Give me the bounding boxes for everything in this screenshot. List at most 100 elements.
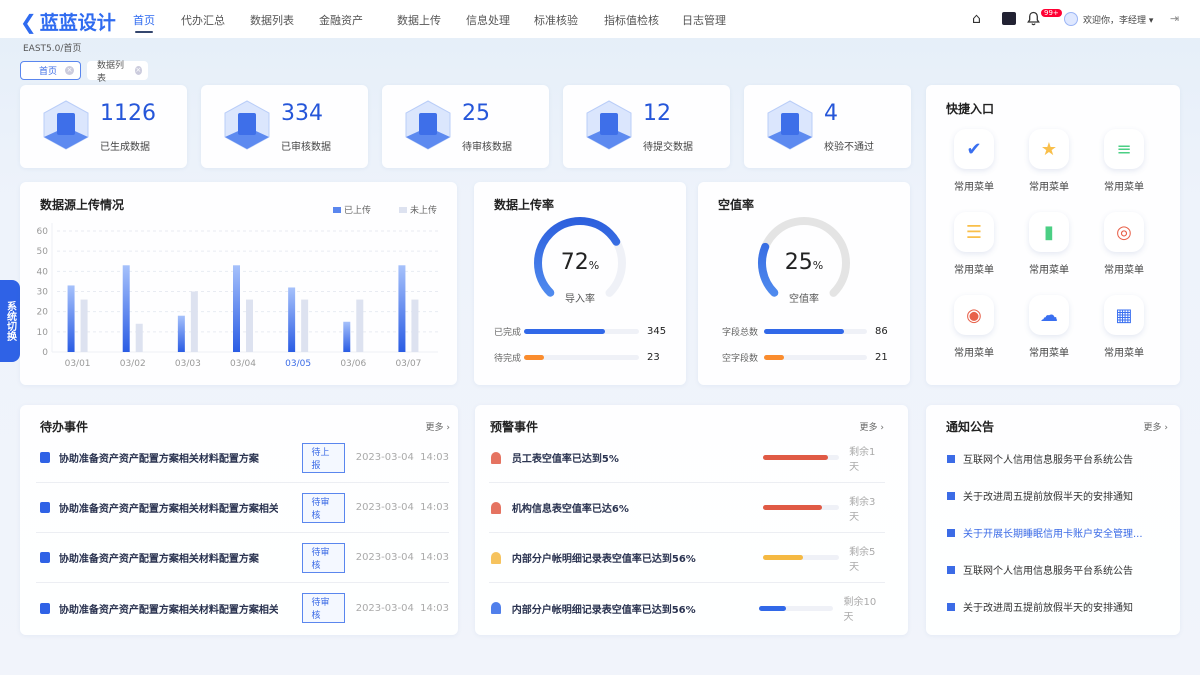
progress-bar bbox=[764, 355, 867, 360]
calendar-icon bbox=[40, 552, 50, 563]
x-tick-label: 03/05 bbox=[285, 359, 311, 369]
notice-item[interactable]: 关于改进周五提前放假半天的安排通知 bbox=[947, 488, 1133, 503]
stat-cube-icon bbox=[586, 100, 632, 150]
todo-more-link[interactable]: 更多 › bbox=[425, 423, 450, 433]
nav-item[interactable]: 代办汇总 bbox=[181, 14, 225, 27]
todo-item[interactable]: 协助准备资产资产配置方案相关材料配置方案 待审核 2023-03-04 14:0… bbox=[36, 533, 449, 583]
notice-bullet-icon bbox=[947, 565, 955, 574]
upload-chart-card: 数据源上传情况 已上传 未上传 0 10 20 30 40 50 60 03/01 03/02 0… bbox=[20, 182, 457, 385]
y-tick-label: 60 bbox=[37, 227, 49, 237]
alert-text: 内部分户帐明细记录表空值率已达到56% bbox=[511, 604, 696, 616]
todo-item[interactable]: 协助准备资产资产配置方案相关材料配置方案相关... 待审核 2023-03-04… bbox=[36, 583, 449, 633]
null-rate-card: 空值率 25% 空值率 字段总数 86 空字段数 21 bbox=[698, 182, 910, 385]
stat-value: 334 bbox=[281, 101, 323, 126]
breadcrumb: EAST5.0/首页 bbox=[23, 44, 82, 54]
alarm-icon bbox=[491, 602, 501, 614]
nav-item[interactable]: 指标值检核 bbox=[604, 14, 659, 27]
alert-item[interactable]: 机构信息表空值率已达6% 剩余3天 bbox=[489, 483, 885, 533]
system-switch-tab[interactable]: 系统切换 bbox=[0, 280, 20, 362]
bar-uploaded bbox=[122, 265, 130, 352]
quick-entry-item[interactable]: ★ 常用菜单 bbox=[1011, 129, 1087, 193]
stat-cube-icon bbox=[43, 100, 89, 150]
user-menu[interactable]: 欢迎你，李经理 ▾ bbox=[1083, 16, 1154, 26]
calendar-icon bbox=[40, 452, 50, 463]
gauge-label: 导入率 bbox=[565, 294, 595, 305]
notification-badge: 99+ bbox=[1041, 9, 1062, 17]
notice-bullet-icon bbox=[947, 454, 955, 463]
y-tick-label: 30 bbox=[37, 288, 49, 298]
stat-card[interactable]: 12 待提交数据 bbox=[563, 85, 730, 168]
logout-icon[interactable]: ⇥ bbox=[1170, 12, 1180, 25]
gauge-ring bbox=[534, 217, 626, 309]
close-icon[interactable]: × bbox=[134, 66, 142, 75]
notices-more-link[interactable]: 更多 › bbox=[1143, 423, 1168, 433]
close-icon[interactable]: × bbox=[65, 66, 74, 75]
database-icon: ☰ bbox=[965, 221, 983, 243]
quick-entry-item[interactable]: ▦ 常用菜单 bbox=[1086, 295, 1162, 359]
nav-item[interactable]: 数据上传 bbox=[397, 14, 441, 27]
quick-entry-item[interactable]: ✔ 常用菜单 bbox=[936, 129, 1012, 193]
quick-entry-item[interactable]: ☰ 常用菜单 bbox=[936, 212, 1012, 276]
home-icon[interactable]: ⌂ bbox=[972, 11, 981, 27]
tab-home[interactable]: 首页 × bbox=[20, 61, 81, 80]
todo-item[interactable]: 协助准备资产资产配置方案相关材料配置方案 待上报 2023-03-04 14:0… bbox=[36, 433, 449, 483]
y-tick-label: 20 bbox=[37, 308, 49, 318]
alerts-panel: 预警事件 更多 › 员工表空值率已达到5% 剩余1天 机构信息表空值率已达6% … bbox=[475, 405, 908, 635]
stat-card[interactable]: 1126 已生成数据 bbox=[20, 85, 187, 168]
bell-icon[interactable] bbox=[1027, 11, 1040, 26]
alerts-more-link[interactable]: 更多 › bbox=[859, 423, 884, 433]
alert-item[interactable]: 员工表空值率已达到5% 剩余1天 bbox=[489, 433, 885, 483]
todo-text: 协助准备资产资产配置方案相关材料配置方案 bbox=[58, 454, 259, 465]
stat-value: 4 bbox=[824, 101, 838, 126]
stat-card[interactable]: 334 已审核数据 bbox=[201, 85, 368, 168]
quick-entry-item[interactable]: ◎ 常用菜单 bbox=[1086, 212, 1162, 276]
bar-uploaded bbox=[177, 315, 185, 352]
todo-text: 协助准备资产资产配置方案相关材料配置方案相关... bbox=[58, 604, 279, 616]
progress-row: 空字段数 21 bbox=[722, 352, 888, 364]
gauge-value-arc bbox=[758, 217, 850, 309]
gauge-title: 空值率 bbox=[718, 198, 755, 212]
notice-item[interactable]: 互联网个人信用信息服务平台系统公告 bbox=[947, 562, 1133, 577]
quick-entry-item[interactable]: ☁ 常用菜单 bbox=[1011, 295, 1087, 359]
legend-not-uploaded: 未上传 bbox=[399, 203, 437, 216]
stat-card[interactable]: 4 校验不通过 bbox=[744, 85, 911, 168]
todo-panel: 待办事件 更多 › 协助准备资产资产配置方案相关材料配置方案 待上报 2023-… bbox=[20, 405, 458, 635]
stat-value: 25 bbox=[462, 101, 490, 126]
alert-item[interactable]: 内部分户帐明细记录表空值率已达到56% 剩余5天 bbox=[489, 533, 885, 583]
avatar[interactable] bbox=[1064, 12, 1078, 26]
nav-item[interactable]: 日志管理 bbox=[682, 14, 726, 27]
stat-cube-icon bbox=[224, 100, 270, 150]
nav-item[interactable]: 数据列表 bbox=[250, 14, 294, 27]
nav-item[interactable]: 标准核验 bbox=[534, 14, 578, 27]
bar-not-uploaded bbox=[246, 299, 253, 352]
stat-card[interactable]: 25 待审核数据 bbox=[382, 85, 549, 168]
alert-item[interactable]: 内部分户帐明细记录表空值率已达到56% 剩余10天 bbox=[489, 583, 885, 633]
quick-entry-item[interactable]: ≡ 常用菜单 bbox=[1086, 129, 1162, 193]
bar-chart: 0 10 20 30 40 50 60 03/01 03/02 03/03 03/04 03/05 03… bbox=[37, 223, 438, 369]
notice-item[interactable]: 关于开展长期睡眠信用卡账户安全管理... bbox=[947, 525, 1143, 540]
tab-data-list[interactable]: 数据列表 × bbox=[87, 61, 148, 84]
alert-remaining: 剩余1天 bbox=[849, 446, 876, 473]
quick-entry-item[interactable]: ◉ 常用菜单 bbox=[936, 295, 1012, 359]
notice-item[interactable]: 互联网个人信用信息服务平台系统公告 bbox=[947, 451, 1133, 466]
gauge-value: 72% bbox=[560, 250, 600, 275]
bar-not-uploaded bbox=[301, 299, 309, 352]
todo-time: 2023-03-04 14:03 bbox=[355, 552, 449, 563]
nav-item[interactable]: 金融资产 bbox=[319, 14, 363, 27]
nav-item[interactable]: 信息处理 bbox=[466, 14, 510, 27]
chart-title: 数据源上传情况 bbox=[40, 198, 125, 212]
logo[interactable]: ❮ 蓝蓝设计 bbox=[20, 9, 116, 35]
stat-value: 12 bbox=[643, 101, 671, 126]
status-badge: 待审核 bbox=[302, 492, 345, 523]
stat-cube-icon bbox=[767, 100, 813, 150]
todo-title: 待办事件 bbox=[40, 420, 89, 434]
x-tick-label: 03/07 bbox=[395, 359, 421, 369]
alert-progress-bar bbox=[762, 555, 840, 560]
nav-item[interactable]: 首页 bbox=[133, 14, 155, 33]
quick-entry-item[interactable]: ▮ 常用菜单 bbox=[1011, 212, 1087, 276]
notice-item[interactable]: 关于改进周五提前放假半天的安排通知 bbox=[947, 599, 1133, 614]
translate-icon[interactable] bbox=[1002, 12, 1016, 25]
alarm-icon bbox=[491, 451, 501, 464]
todo-item[interactable]: 协助准备资产资产配置方案相关材料配置方案相关... 待审核 2023-03-04… bbox=[36, 483, 449, 533]
alert-progress-bar bbox=[762, 455, 840, 460]
